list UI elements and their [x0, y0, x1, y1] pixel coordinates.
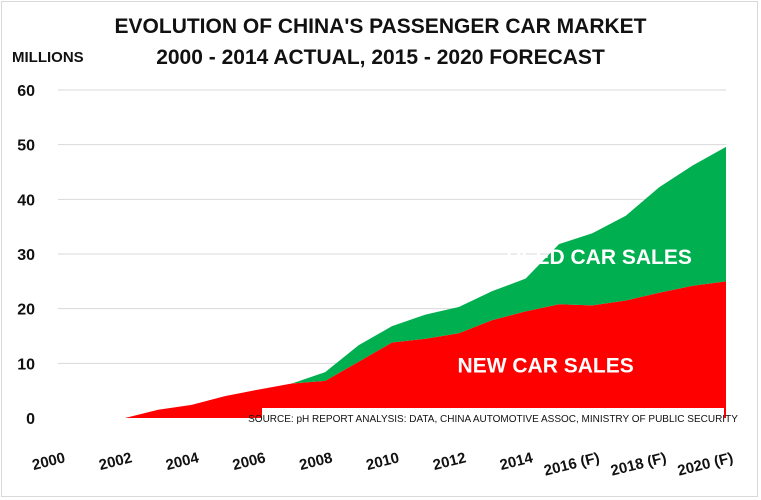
- x-tick-label-2000: 2000: [30, 449, 66, 474]
- x-tick-label-2002: 2002: [97, 449, 133, 474]
- y-tick-label-40: 40: [17, 192, 35, 209]
- source-note-box: [262, 408, 724, 427]
- y-tick-label-20: 20: [17, 302, 35, 319]
- series-label-used-car-sales: USED CAR SALES: [506, 246, 692, 269]
- series-label-new-car-sales: NEW CAR SALES: [458, 355, 634, 378]
- area-used-car-sales: [58, 146, 726, 418]
- y-tick-label-60: 60: [17, 83, 35, 100]
- x-tick-label-2008: 2008: [298, 449, 334, 474]
- x-tick-label-2020-f-: 2020 (F): [676, 449, 735, 479]
- x-tick-label-2012: 2012: [431, 449, 467, 474]
- y-tick-label-50: 50: [17, 138, 35, 155]
- y-axis-label: MILLIONS: [12, 49, 84, 66]
- x-tick-label-2010: 2010: [364, 449, 400, 474]
- x-tick-label-2018-f-: 2018 (F): [609, 449, 668, 479]
- chart-title: EVOLUTION OF CHINA'S PASSENGER CAR MARKE…: [114, 15, 647, 38]
- source-note: SOURCE: pH REPORT ANALYSIS: DATA, CHINA …: [248, 414, 738, 425]
- x-tick-label-2016-f-: 2016 (F): [542, 449, 601, 479]
- x-tick-label-2004: 2004: [164, 449, 201, 474]
- y-tick-label-30: 30: [17, 247, 35, 264]
- chart-subtitle: 2000 - 2014 ACTUAL, 2015 - 2020 FORECAST: [156, 46, 605, 69]
- y-tick-label-10: 10: [17, 356, 35, 373]
- y-tick-label-0: 0: [26, 411, 35, 428]
- area-new-car-sales: [58, 281, 726, 418]
- x-tick-label-2006: 2006: [231, 449, 267, 474]
- x-tick-label-2014: 2014: [498, 449, 535, 474]
